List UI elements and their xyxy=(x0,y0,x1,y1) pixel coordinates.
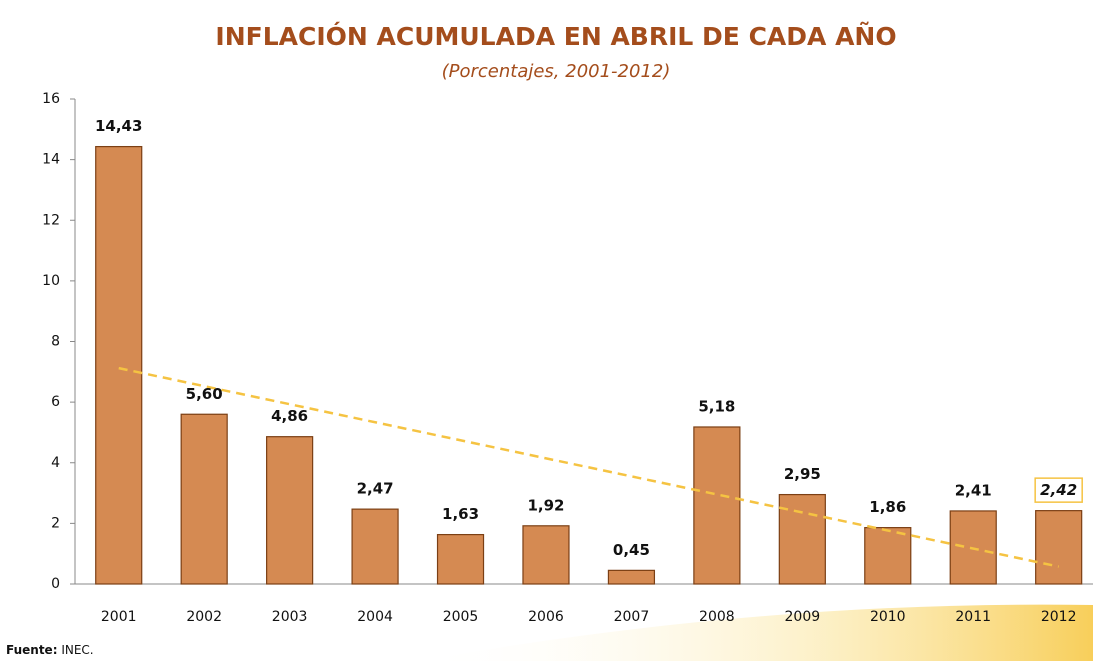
x-tick-label: 2002 xyxy=(186,609,222,625)
y-tick-label: 2 xyxy=(51,515,60,531)
bar xyxy=(1035,510,1083,585)
x-tick-label: 2011 xyxy=(955,609,991,625)
value-label: 1,86 xyxy=(869,498,906,516)
y-tick-label: 12 xyxy=(42,212,60,228)
highlight-box xyxy=(1034,477,1083,503)
chart-subtitle: (Porcentajes, 2001-2012) xyxy=(442,61,671,82)
y-tick-label: 10 xyxy=(42,273,60,289)
bar xyxy=(266,436,314,585)
x-tick-label: 2010 xyxy=(870,609,906,625)
value-label: 2,95 xyxy=(784,465,821,483)
value-label: 2,42 xyxy=(1040,481,1077,499)
x-tick-label: 2009 xyxy=(785,609,821,625)
x-tick-label: 2003 xyxy=(272,609,308,625)
x-tick-label: 2006 xyxy=(528,609,564,625)
y-tick-label: 14 xyxy=(42,152,60,168)
trendline xyxy=(118,366,1059,568)
x-tick-label: 2008 xyxy=(699,609,735,625)
value-label: 4,86 xyxy=(271,407,308,425)
y-tick-label: 0 xyxy=(51,576,60,592)
bar xyxy=(95,145,143,585)
bar xyxy=(607,569,656,585)
chart-title: INFLACIÓN ACUMULADA EN ABRIL DE CADA AÑO xyxy=(215,21,896,51)
value-label: 14,43 xyxy=(95,117,142,135)
value-label: 1,63 xyxy=(442,505,479,523)
x-tick-label: 2005 xyxy=(443,609,479,625)
x-tick-label: 2007 xyxy=(614,609,650,625)
value-label: 2,47 xyxy=(357,480,394,498)
source: Fuente: INEC. xyxy=(6,643,94,657)
bar xyxy=(864,527,912,585)
bar xyxy=(693,426,741,585)
x-tick-label: 2004 xyxy=(357,609,393,625)
value-label: 0,45 xyxy=(613,541,650,559)
bar xyxy=(522,525,570,585)
value-label: 2,41 xyxy=(955,481,992,499)
y-tick-label: 16 xyxy=(42,91,60,107)
value-label: 5,18 xyxy=(698,397,735,415)
source-label: Fuente: xyxy=(6,643,58,657)
value-label: 5,60 xyxy=(186,385,223,403)
bar xyxy=(180,413,228,585)
x-tick-label: 2012 xyxy=(1041,609,1077,625)
y-tick-label: 4 xyxy=(51,455,60,471)
decoration xyxy=(420,604,1093,661)
y-tick-label: 8 xyxy=(51,334,60,350)
bar xyxy=(351,508,399,585)
bar xyxy=(436,533,485,585)
y-tick-label: 6 xyxy=(51,394,60,410)
source-text: INEC. xyxy=(61,643,93,657)
value-label: 1,92 xyxy=(527,496,564,514)
x-tick-label: 2001 xyxy=(101,609,137,625)
